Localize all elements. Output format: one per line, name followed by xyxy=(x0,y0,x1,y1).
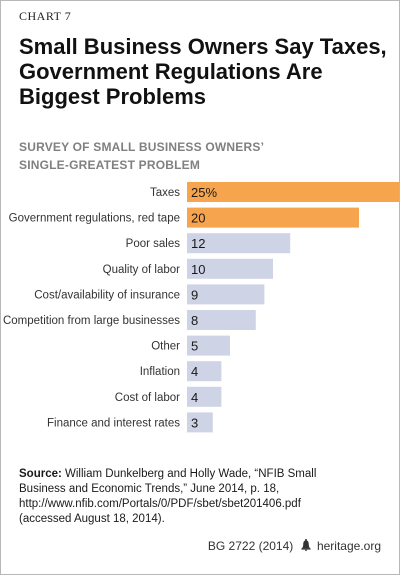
footer-credit: BG 2722 (2014) heritage.org xyxy=(208,539,381,553)
category-label-3: Poor sales xyxy=(126,238,181,250)
value-label-6: 8 xyxy=(191,313,198,328)
source-label: Source: xyxy=(19,468,62,480)
value-label-9: 4 xyxy=(191,390,198,405)
value-label-3: 12 xyxy=(191,236,205,251)
value-label-1: 25% xyxy=(191,185,217,200)
category-label-1: Taxes xyxy=(150,187,180,199)
category-label-10: Finance and interest rates xyxy=(47,417,180,429)
bar-3 xyxy=(187,233,291,254)
value-label-10: 3 xyxy=(191,415,198,430)
bar-4 xyxy=(187,258,273,279)
category-label-4: Quality of labor xyxy=(103,264,181,276)
bar-8 xyxy=(187,361,222,382)
source-text-1: William Dunkelberg and Holly Wade, “NFIB… xyxy=(61,468,317,480)
bar-chart: Taxes 25% Government regulations, red tape… xyxy=(3,182,399,433)
bar-7 xyxy=(187,335,230,356)
liberty-bell-icon xyxy=(301,539,311,551)
chart-title-line-1: Small Business Owners Say Taxes, xyxy=(19,34,387,59)
bar-5 xyxy=(187,284,265,305)
chart-title: Small Business Owners Say Taxes, Governm… xyxy=(19,34,389,109)
source-line-2: Business and Economic Trends,” June 2014… xyxy=(19,483,280,495)
category-label-7: Other xyxy=(151,341,180,353)
value-label-7: 5 xyxy=(191,339,198,354)
bar-6 xyxy=(187,310,256,330)
source-line-4: (accessed August 18, 2014). xyxy=(19,513,165,525)
chart-subtitle: SURVEY OF SMALL BUSINESS OWNERS’ SINGLE-… xyxy=(19,138,359,174)
value-label-4: 10 xyxy=(191,262,205,277)
category-label-9: Cost of labor xyxy=(115,392,180,404)
category-label-2: Government regulations, red tape xyxy=(9,213,180,225)
source-line-1: Source: William Dunkelberg and Holly Wad… xyxy=(19,467,389,482)
bar-9 xyxy=(187,386,222,407)
chart-title-line-2: Government Regulations Are xyxy=(19,59,323,84)
source-line-3: http://www.nfib.com/Portals/0/PDF/sbet/s… xyxy=(19,498,301,510)
publication-code: BG 2722 (2014) xyxy=(207,539,294,553)
chart-number-label: CHART 7 xyxy=(19,9,72,23)
chart-title-line-3: Biggest Problems xyxy=(19,84,207,109)
value-label-5: 9 xyxy=(191,287,198,302)
source-note: Source: William Dunkelberg and Holly Wad… xyxy=(19,467,389,527)
category-label-8: Inflation xyxy=(140,366,180,378)
publisher-site: heritage.org xyxy=(316,539,381,553)
chart-subtitle-line-2: SINGLE-GREATEST PROBLEM xyxy=(19,158,201,172)
category-label-6: Competition from large businesses xyxy=(3,315,180,327)
value-label-8: 4 xyxy=(191,364,198,379)
bar-10 xyxy=(187,412,213,433)
value-label-2: 20 xyxy=(191,211,205,226)
bar-1 xyxy=(187,182,399,202)
bar-2 xyxy=(187,207,359,228)
category-label-5: Cost/availability of insurance xyxy=(34,289,180,301)
chart-subtitle-line-1: SURVEY OF SMALL BUSINESS OWNERS’ xyxy=(19,140,265,154)
